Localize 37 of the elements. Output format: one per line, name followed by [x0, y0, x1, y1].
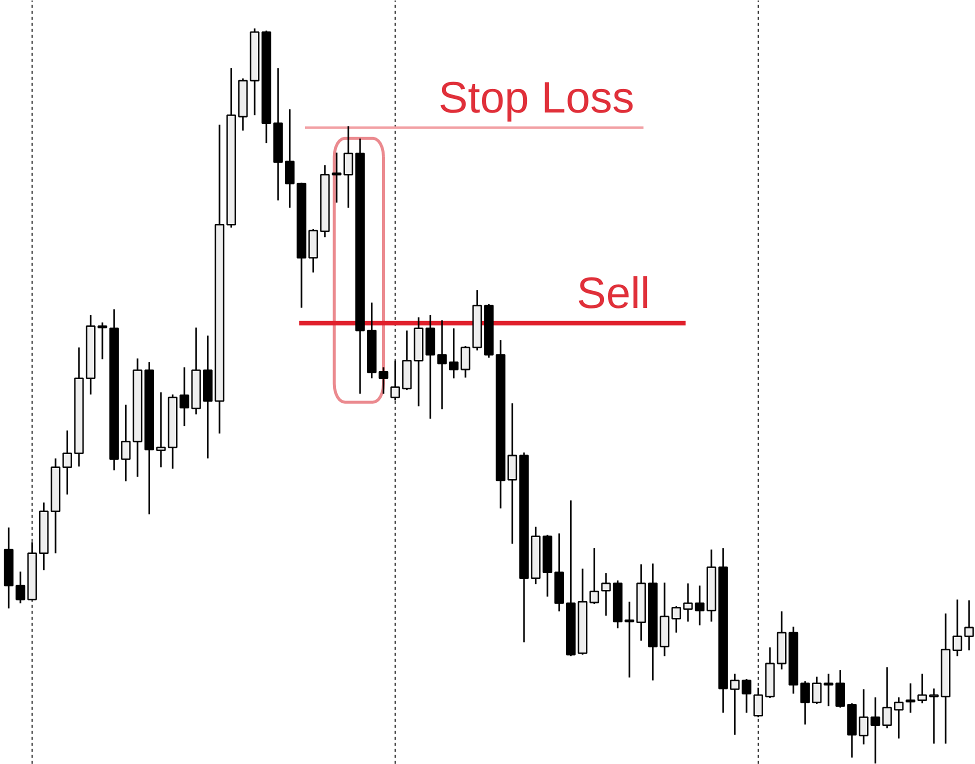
candlestick — [601, 572, 611, 617]
candlestick — [180, 366, 190, 427]
candlestick — [835, 669, 846, 708]
candlestick — [344, 125, 354, 209]
candlestick — [964, 599, 974, 652]
candlestick — [460, 345, 470, 378]
candlestick — [437, 319, 447, 410]
candlestick — [624, 600, 634, 678]
candlestick — [882, 666, 892, 729]
candlestick — [753, 686, 764, 718]
candlestick — [284, 108, 295, 209]
ref-line-label: Stop Loss — [438, 74, 634, 123]
candlestick — [694, 584, 704, 626]
candlestick — [16, 570, 26, 604]
candlestick — [589, 547, 600, 605]
candlestick — [894, 696, 904, 740]
candlestick — [812, 676, 822, 705]
candlestick — [800, 680, 810, 726]
candlestick — [952, 598, 962, 657]
candlestick — [156, 391, 166, 468]
candlestick — [332, 152, 342, 204]
ref-line-label: Sell — [576, 269, 650, 318]
candlestick — [929, 688, 939, 744]
candlestick — [870, 696, 880, 764]
candlestick — [62, 430, 72, 496]
candlestick — [742, 678, 752, 714]
candlestick — [730, 672, 740, 736]
candlestick — [671, 605, 682, 634]
candlestick — [98, 322, 108, 360]
candlestick — [448, 328, 459, 380]
candlestick — [906, 682, 916, 714]
candlestick — [824, 672, 834, 707]
candlestick — [917, 672, 928, 704]
candlestick — [378, 366, 388, 395]
candlestick — [683, 582, 693, 622]
candlestick — [121, 404, 131, 482]
candlestick — [858, 688, 868, 746]
